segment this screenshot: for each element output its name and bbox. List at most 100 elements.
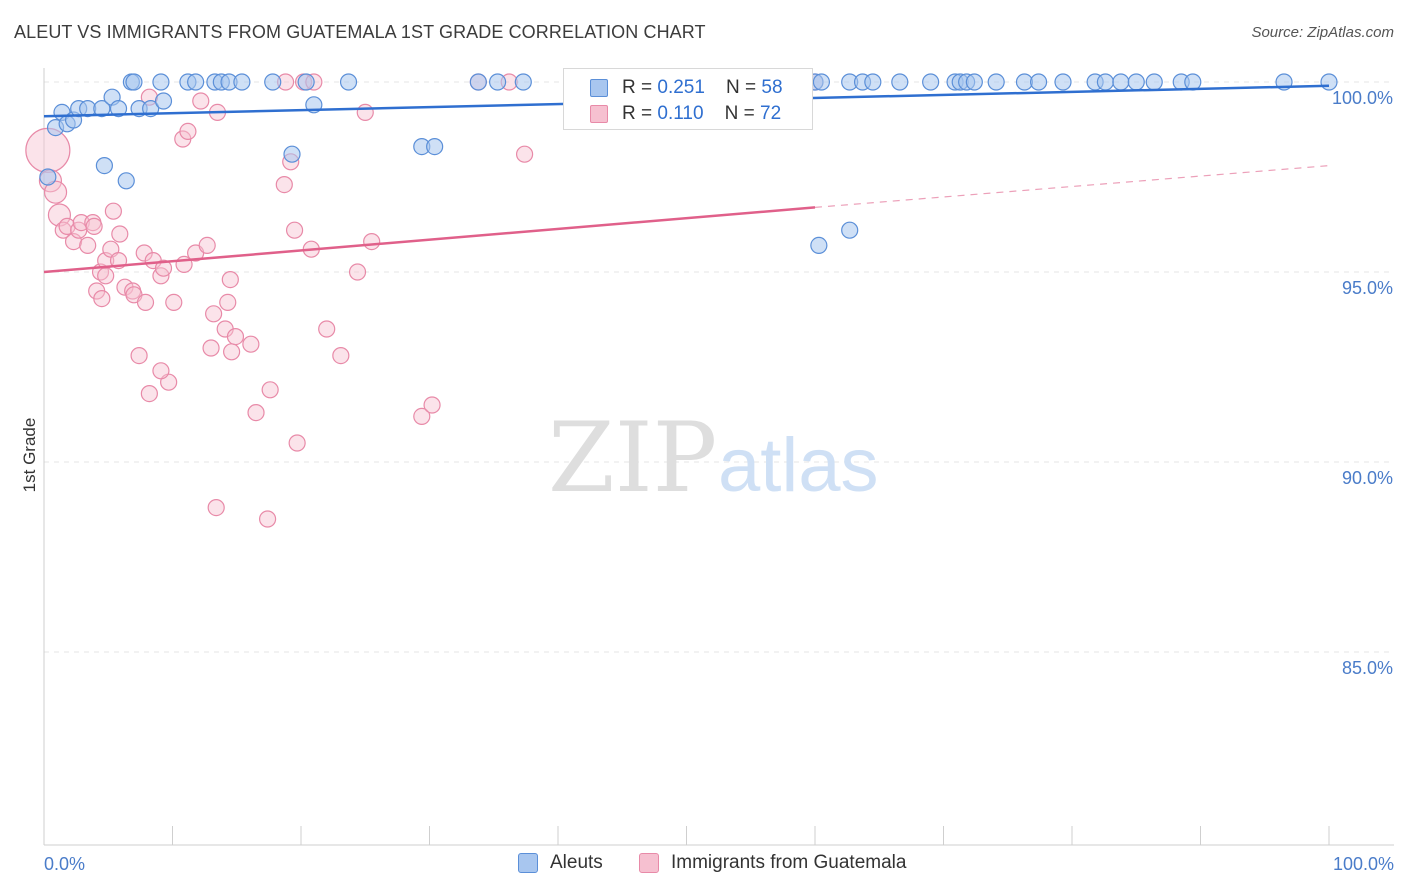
guatemala-point bbox=[207, 499, 225, 517]
aleut-point bbox=[154, 92, 173, 110]
legend-r-label: R = bbox=[622, 77, 658, 98]
aleut-point bbox=[297, 73, 315, 91]
guatemala-point bbox=[247, 404, 265, 422]
aleut-point bbox=[1096, 73, 1115, 91]
legend-n-value-aleuts: 58 bbox=[761, 77, 783, 98]
guatemala-point bbox=[43, 180, 68, 204]
guatemala-point bbox=[85, 217, 103, 235]
aleut-point bbox=[891, 73, 909, 91]
aleut-point bbox=[426, 138, 444, 156]
aleut-point bbox=[841, 221, 859, 239]
guatemala-point bbox=[515, 145, 534, 163]
aleut-point bbox=[339, 73, 358, 91]
legend-r-value-guatemala: 0.110 bbox=[657, 103, 704, 124]
guatemala-point bbox=[154, 259, 173, 277]
legend-r-value-aleuts: 0.251 bbox=[657, 77, 705, 98]
legend-swatch-aleuts bbox=[590, 79, 608, 97]
aleut-point bbox=[125, 73, 143, 91]
aleut-point bbox=[987, 73, 1005, 91]
y-tick-label-2: 95.0% bbox=[1342, 278, 1393, 298]
aleut-point bbox=[1029, 73, 1048, 91]
legend-n-label: N = bbox=[724, 103, 761, 124]
bottom-legend-label-guatemala: Immigrants from Guatemala bbox=[671, 852, 907, 873]
bottom-legend-swatch-aleuts bbox=[518, 853, 538, 873]
aleut-point bbox=[152, 73, 170, 91]
aleut-point bbox=[187, 73, 205, 91]
aleut-point bbox=[1112, 73, 1130, 91]
aleut-point bbox=[864, 73, 882, 91]
guatemala-point bbox=[258, 510, 277, 528]
guatemala-trend-extension bbox=[814, 165, 1330, 208]
y-tick-label-3: 100.0% bbox=[1332, 88, 1393, 108]
legend-n-label: N = bbox=[726, 77, 762, 98]
guatemala-point bbox=[356, 103, 374, 122]
watermark-zip: ZIP bbox=[548, 402, 717, 514]
guatemala-point bbox=[179, 122, 197, 140]
stats-legend: R = 0.251 N = 58 R = 0.110 N = 72 bbox=[563, 68, 813, 130]
guatemala-point bbox=[136, 293, 155, 311]
aleut-point bbox=[1145, 73, 1163, 91]
guatemala-point bbox=[205, 305, 223, 323]
x-tick-label-0: 0.0% bbox=[44, 854, 85, 874]
guatemala-point bbox=[413, 407, 431, 425]
aleut-point bbox=[39, 168, 57, 186]
guatemala-point bbox=[93, 290, 111, 308]
aleut-point bbox=[264, 73, 282, 91]
aleut-point bbox=[1184, 73, 1202, 91]
aleut-point bbox=[1127, 73, 1145, 91]
bottom-legend-label-aleuts: Aleuts bbox=[550, 852, 603, 873]
aleut-point bbox=[117, 172, 135, 190]
guatemala-point bbox=[198, 236, 216, 254]
x-tick-label-100: 100.0% bbox=[1333, 854, 1394, 874]
guatemala-point bbox=[318, 320, 336, 338]
guatemala-point bbox=[423, 396, 441, 414]
aleut-point bbox=[810, 236, 828, 254]
aleut-point bbox=[109, 99, 128, 118]
guatemala-points bbox=[25, 73, 824, 528]
guatemala-point bbox=[140, 385, 158, 403]
aleut-point bbox=[283, 145, 301, 163]
guatemala-point bbox=[192, 92, 210, 110]
aleut-point bbox=[93, 99, 111, 118]
aleut-point bbox=[233, 73, 251, 91]
guatemala-point bbox=[79, 236, 97, 254]
guatemala-point bbox=[165, 293, 183, 311]
aleut-point bbox=[1054, 73, 1072, 91]
guatemala-point bbox=[332, 347, 350, 365]
guatemala-point bbox=[221, 271, 239, 289]
guatemala-point bbox=[111, 225, 129, 243]
legend-swatch-guatemala bbox=[590, 105, 608, 123]
aleut-point bbox=[469, 73, 487, 91]
aleut-point bbox=[812, 73, 831, 91]
bottom-legend-swatch-guatemala bbox=[639, 853, 659, 873]
guatemala-point bbox=[261, 381, 279, 399]
guatemala-point bbox=[25, 127, 71, 173]
guatemala-point bbox=[363, 233, 381, 251]
y-tick-label-1: 90.0% bbox=[1342, 468, 1393, 488]
legend-n-value-guatemala: 72 bbox=[760, 103, 782, 124]
guatemala-trend-line bbox=[43, 206, 816, 274]
guatemala-point bbox=[152, 362, 170, 380]
guatemala-point bbox=[285, 221, 304, 239]
guatemala-point bbox=[242, 335, 260, 353]
watermark: ZIP atlas bbox=[548, 402, 879, 514]
guatemala-point bbox=[288, 434, 306, 452]
guatemala-point bbox=[104, 202, 122, 220]
guatemala-point bbox=[223, 343, 241, 361]
guatemala-point bbox=[275, 176, 293, 194]
guatemala-point bbox=[226, 328, 245, 346]
aleut-point bbox=[922, 73, 940, 91]
aleut-point bbox=[514, 73, 532, 91]
chart-title: ALEUT VS IMMIGRANTS FROM GUATEMALA 1ST G… bbox=[14, 22, 706, 42]
y-tick-labels: 85.0% 90.0% 95.0% 100.0% bbox=[1332, 88, 1393, 678]
x-tick-labels: 0.0% 100.0% bbox=[44, 854, 1394, 874]
source-label: Source: ZipAtlas.com bbox=[1251, 24, 1394, 41]
watermark-atlas: atlas bbox=[718, 423, 879, 508]
guatemala-point bbox=[202, 339, 220, 357]
aleut-point bbox=[489, 73, 507, 91]
aleut-point bbox=[965, 73, 983, 91]
y-tick-label-0: 85.0% bbox=[1342, 658, 1393, 678]
guatemala-point bbox=[219, 293, 237, 311]
guatemala-point bbox=[97, 267, 115, 285]
